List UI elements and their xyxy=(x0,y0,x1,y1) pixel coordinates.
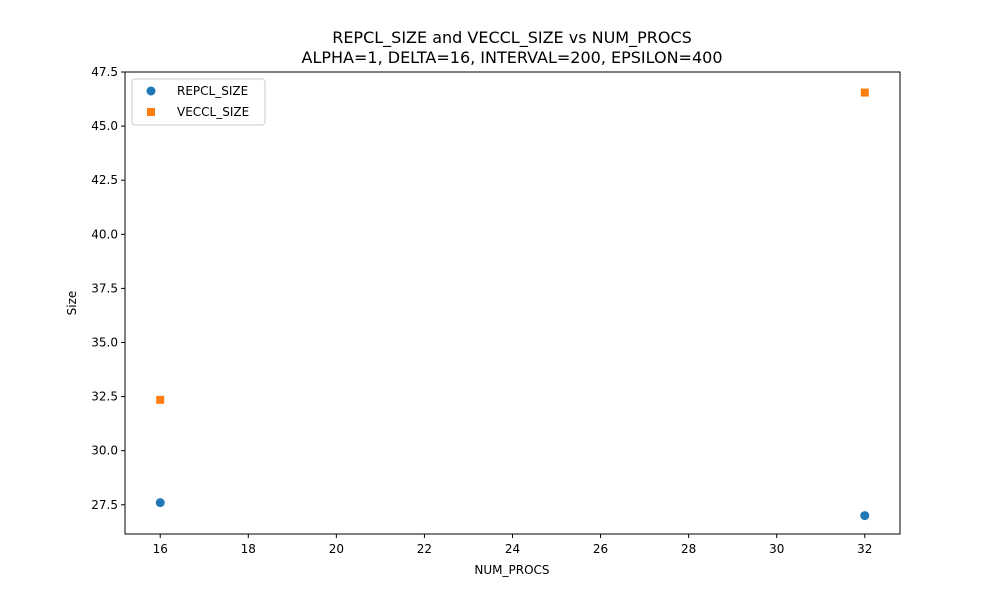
x-tick-label: 20 xyxy=(329,542,344,556)
legend-label: VECCL_SIZE xyxy=(177,105,249,119)
legend-marker xyxy=(146,86,156,96)
data-points xyxy=(155,88,870,521)
legend-marker xyxy=(147,108,155,116)
x-tick-label: 16 xyxy=(153,542,168,556)
legend-label: REPCL_SIZE xyxy=(177,84,248,98)
point-repcl-size xyxy=(155,498,165,508)
point-veccl-size xyxy=(156,395,165,404)
y-tick-label: 37.5 xyxy=(91,281,118,295)
y-tick-label: 45.0 xyxy=(91,119,118,133)
y-tick-label: 42.5 xyxy=(91,173,118,187)
x-axis-label: NUM_PROCS xyxy=(474,563,549,577)
x-tick-label: 18 xyxy=(241,542,256,556)
y-tick-label: 30.0 xyxy=(91,444,118,458)
y-tick-label: 27.5 xyxy=(91,498,118,512)
chart-title: REPCL_SIZE and VECCL_SIZE vs NUM_PROCS xyxy=(332,28,692,48)
y-tick-label: 35.0 xyxy=(91,335,118,349)
y-axis-label: Size xyxy=(65,291,79,316)
chart-subtitle: ALPHA=1, DELTA=16, INTERVAL=200, EPSILON… xyxy=(302,48,723,67)
point-repcl-size xyxy=(860,511,870,521)
plot-area-frame xyxy=(124,71,901,535)
legend: REPCL_SIZE VECCL_SIZE xyxy=(131,78,266,126)
legend-frame xyxy=(131,78,266,126)
x-tick-label: 26 xyxy=(593,542,608,556)
x-tick-label: 24 xyxy=(505,542,520,556)
x-tick-label: 30 xyxy=(769,542,784,556)
point-veccl-size xyxy=(860,88,869,97)
y-tick-label: 40.0 xyxy=(91,227,118,241)
x-tick-label: 28 xyxy=(681,542,696,556)
x-tick-label: 32 xyxy=(857,542,872,556)
axis-ticks: 16 18 20 22 24 26 28 30 32 27.5 30.0 32.5 35.0 37.5 40… xyxy=(91,65,872,556)
x-tick-label: 22 xyxy=(417,542,432,556)
y-tick-label: 47.5 xyxy=(91,65,118,79)
y-tick-label: 32.5 xyxy=(91,390,118,404)
